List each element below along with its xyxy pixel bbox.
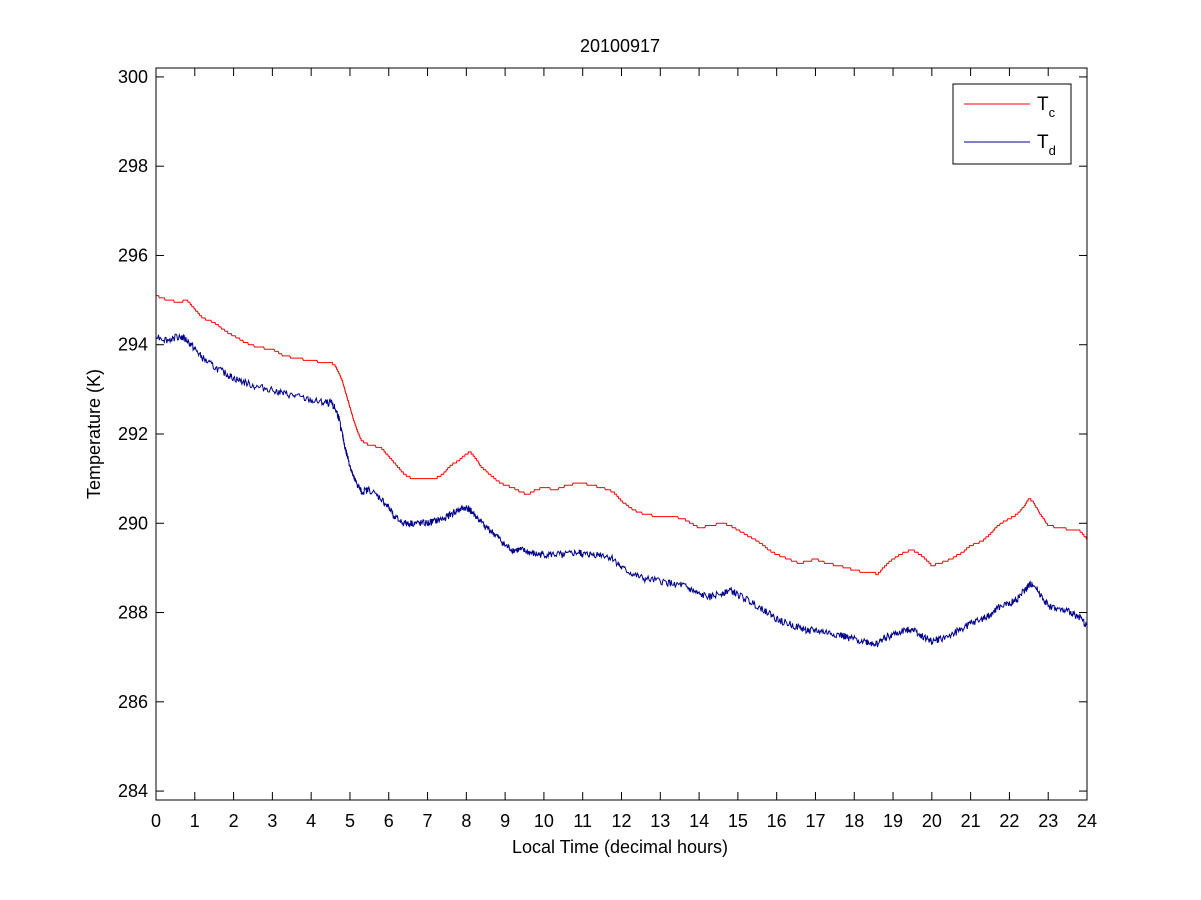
- y-tick-label: 288: [118, 603, 148, 623]
- legend-entry-1: Td: [1037, 132, 1056, 158]
- legend-entry-name: T: [1037, 132, 1049, 153]
- x-tick-label: 5: [345, 811, 355, 831]
- series-layer: [155, 295, 1088, 648]
- y-tick-label: 284: [118, 781, 148, 801]
- x-tick-label: 23: [1038, 811, 1058, 831]
- x-tick-label: 1: [190, 811, 200, 831]
- x-tick-label: 9: [500, 811, 510, 831]
- legend-box: [952, 83, 1072, 165]
- legend-entry-subscript: d: [1049, 143, 1056, 158]
- x-tick-label: 13: [650, 811, 670, 831]
- y-tick-label: 292: [118, 424, 148, 444]
- x-tick-label: 14: [689, 811, 709, 831]
- y-tick-label: 300: [118, 67, 148, 87]
- x-tick-label: 8: [461, 811, 471, 831]
- y-axis-label: Temperature (K): [84, 369, 104, 499]
- x-tick-label: 24: [1077, 811, 1097, 831]
- x-tick-label: 3: [267, 811, 277, 831]
- series-line-1: [155, 332, 1088, 648]
- y-tick-label: 296: [118, 245, 148, 265]
- x-tick-label: 12: [611, 811, 631, 831]
- x-tick-label: 7: [423, 811, 433, 831]
- series-line-0: [156, 295, 1087, 576]
- axis-ticks: 0 1 2 3 4 5 6 7 8 9 10 11 12 13 14 15 16 17 18 19 20 21 22 23 24…: [118, 67, 1097, 831]
- x-tick-label: 20: [922, 811, 942, 831]
- y-tick-label: 286: [118, 692, 148, 712]
- y-tick-label: 298: [118, 156, 148, 176]
- y-tick-label: 290: [118, 513, 148, 533]
- x-tick-label: 0: [151, 811, 161, 831]
- x-tick-label: 6: [384, 811, 394, 831]
- plot-area: [156, 68, 1087, 800]
- chart-title: 20100917: [580, 36, 660, 56]
- x-tick-label: 21: [961, 811, 981, 831]
- legend-entry-0: Tc: [1037, 94, 1056, 120]
- x-tick-label: 15: [728, 811, 748, 831]
- x-tick-label: 22: [999, 811, 1019, 831]
- x-tick-label: 17: [805, 811, 825, 831]
- x-tick-label: 11: [573, 811, 592, 831]
- x-tick-label: 10: [534, 811, 554, 831]
- x-tick-label: 16: [767, 811, 787, 831]
- x-tick-label: 19: [883, 811, 903, 831]
- x-axis-label: Local Time (decimal hours): [512, 837, 728, 857]
- plot-frame: [155, 67, 1088, 801]
- x-tick-label: 18: [844, 811, 864, 831]
- legend-entry-subscript: c: [1049, 105, 1056, 120]
- y-tick-label: 294: [118, 335, 148, 355]
- x-tick-label: 4: [306, 811, 316, 831]
- x-tick-label: 2: [229, 811, 239, 831]
- legend-entry-name: T: [1037, 94, 1049, 115]
